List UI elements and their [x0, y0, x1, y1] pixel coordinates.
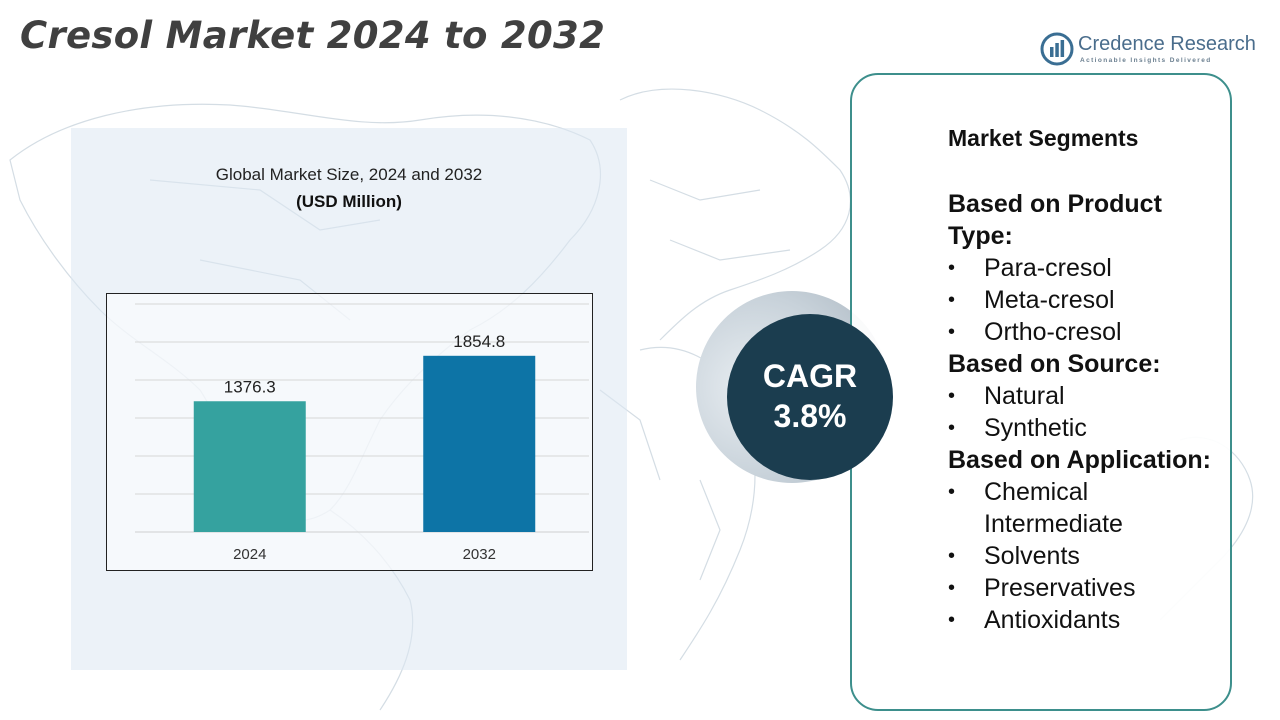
brand-tagline: Actionable Insights Delivered	[1080, 57, 1212, 64]
segment-item: • Preservatives	[948, 572, 1218, 604]
cagr-label: CAGR	[762, 358, 858, 394]
x-tick-label-2024: 2024	[233, 546, 266, 563]
brand-name: Credence Research	[1078, 33, 1256, 55]
bullet-icon: •	[948, 257, 956, 279]
segment-group-title: Based on Application:	[948, 446, 1211, 474]
bar-chart: 1376.3 2024 1854.8 2032	[106, 293, 593, 571]
bullet-icon: •	[948, 417, 956, 439]
segment-item-label: Solvents	[984, 542, 1080, 570]
segment-item: • Chemical Intermediate	[948, 476, 1218, 540]
segment-item: • Solvents	[948, 540, 1218, 572]
bar-2024	[193, 401, 306, 532]
bullet-icon: •	[948, 481, 956, 503]
bullet-icon: •	[948, 577, 956, 599]
segment-item: • Natural	[948, 380, 1218, 412]
market-segments-card: Market Segments Based on Product Type: • P…	[850, 73, 1232, 711]
segment-item: • Meta-cresol	[948, 284, 1218, 316]
segments-list: Based on Product Type: • Para-cresol • Meta-…	[948, 188, 1218, 636]
segment-item: • Antioxidants	[948, 604, 1218, 636]
segment-item: • Para-cresol	[948, 252, 1218, 284]
segment-item-label: Natural	[984, 382, 1065, 410]
segment-item: • Synthetic	[948, 412, 1218, 444]
bullet-icon: •	[948, 321, 956, 343]
bullet-icon: •	[948, 289, 956, 311]
chart-panel: Global Market Size, 2024 and 2032 (USD M…	[71, 128, 627, 670]
bar-2032	[423, 355, 536, 532]
segment-item-label: Antioxidants	[984, 606, 1121, 634]
segment-item: • Ortho-cresol	[948, 316, 1218, 348]
chart-title: Global Market Size, 2024 and 2032	[215, 165, 483, 184]
segment-item-label: Meta-cresol	[984, 286, 1115, 314]
chart-unit: (USD Million)	[296, 192, 402, 211]
data-label-2024: 1376.3	[224, 377, 276, 396]
segment-item-label: Chemical Intermediate	[984, 478, 1123, 538]
bar-chart-canvas: 1376.3 2024 1854.8 2032	[135, 303, 589, 563]
segment-group-title: Based on Product Type:	[948, 190, 1162, 250]
bullet-icon: •	[948, 609, 956, 631]
cagr-badge: CAGR 3.8%	[727, 314, 893, 480]
segment-group-title: Based on Source:	[948, 350, 1161, 378]
segment-item-label: Para-cresol	[984, 254, 1112, 282]
bullet-icon: •	[948, 545, 956, 567]
cagr-value: 3.8%	[773, 398, 847, 434]
segment-item-label: Ortho-cresol	[984, 318, 1122, 346]
brand-logo: Credence Research Actionable Insights De…	[1040, 30, 1260, 70]
x-tick-label-2032: 2032	[463, 546, 496, 563]
bullet-icon: •	[948, 385, 956, 407]
segments-heading: Market Segments	[948, 125, 1139, 151]
page-title: Cresol Market 2024 to 2032	[20, 14, 606, 57]
segment-item-label: Preservatives	[984, 574, 1136, 602]
data-label-2032: 1854.8	[453, 332, 505, 351]
segment-item-label: Synthetic	[984, 414, 1087, 442]
bar-chart-circle-icon	[1040, 32, 1074, 66]
